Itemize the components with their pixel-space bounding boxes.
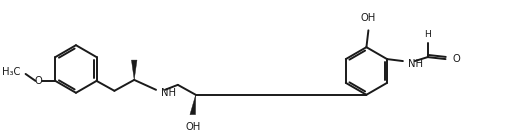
Text: O: O bbox=[34, 76, 42, 86]
Text: NH: NH bbox=[161, 88, 176, 98]
Text: OH: OH bbox=[185, 122, 200, 132]
Text: H: H bbox=[424, 30, 431, 39]
Polygon shape bbox=[190, 95, 196, 115]
Text: OH: OH bbox=[361, 13, 376, 23]
Text: H₃C: H₃C bbox=[2, 67, 21, 77]
Polygon shape bbox=[131, 60, 137, 80]
Text: O: O bbox=[453, 54, 460, 64]
Text: NH: NH bbox=[408, 59, 423, 69]
